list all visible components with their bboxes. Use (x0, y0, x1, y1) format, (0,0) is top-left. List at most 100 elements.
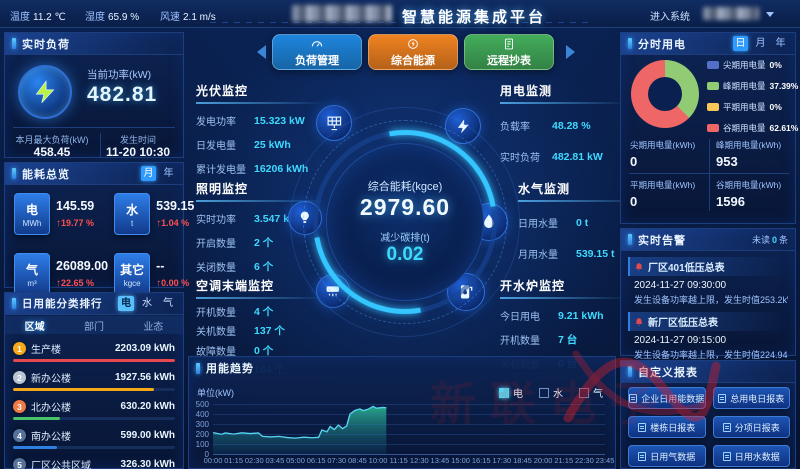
gridline (213, 434, 605, 435)
up-arrow-icon: ↑ (56, 278, 61, 289)
trend-unit-label: 单位(kW) (197, 388, 234, 398)
ranking-row: 5 厂区公共区域 326.30 kWh (13, 454, 175, 469)
company-logo-blurred (292, 5, 392, 22)
report-button[interactable]: 总用电日报表 (712, 387, 790, 409)
alarm-bell-icon (635, 317, 643, 326)
report-button[interactable]: 企业日用能数据 (628, 387, 706, 409)
comprehensive-energy-gauge: 综合能耗(kgce) 2979.60 减少碳排(t) 0.02 (326, 143, 484, 301)
username-blurred[interactable] (703, 7, 759, 20)
y-axis-tick: 300 (195, 420, 209, 429)
trend-chart[interactable] (213, 404, 605, 455)
rank-badge: 4 (13, 429, 26, 442)
x-axis-tick: 02:30 (244, 456, 264, 465)
realtime-load-title: 实时负荷 (22, 38, 70, 51)
load-management-button[interactable]: 负荷管理 (272, 34, 362, 70)
divider (13, 127, 175, 128)
topbar-decoration (210, 22, 590, 23)
panel-accent-icon (628, 234, 632, 245)
checkbox-icon (539, 387, 549, 398)
power-monitor: 用电监测 负载率 48.28 % 实时负荷 482.81 kW (500, 82, 612, 164)
ranking-row: 2 新办公楼 1927.56 kWh (13, 367, 175, 396)
y-axis-tick: 100 (195, 440, 209, 449)
report-button[interactable]: 分项日报表 (712, 416, 790, 438)
page-title: 智慧能源集成平台 (402, 9, 547, 26)
x-axis-tick: 11:15 (389, 456, 408, 465)
tou-legend: 尖期用电量 0% 峰期用电量 37.39% 平期用电量 0% 谷期用电量 62.61% (707, 59, 798, 143)
user-menu-chevron-icon[interactable] (766, 12, 774, 17)
toggle-month[interactable]: 月 (141, 166, 156, 181)
daily-energy-ranking-panel: 日用能分类排行 电 水 气 区域 部门 业态 1 生产楼 2203.09 kWh … (4, 292, 184, 469)
legend-water[interactable]: 水 (539, 385, 563, 400)
legend-swatch (707, 82, 719, 90)
remote-meter-reading-button[interactable]: 远程抄表 (464, 34, 554, 70)
tab-gas[interactable]: 气 (163, 298, 173, 309)
unread-counter: 未读 0 条 (751, 235, 788, 245)
electric-tile-icon: 电 MWh (14, 193, 50, 235)
x-axis-tick: 15:00 (451, 456, 470, 465)
toggle-day[interactable]: 日 (733, 36, 748, 51)
tab-water[interactable]: 水 (142, 298, 152, 309)
toggle-month[interactable]: 月 (755, 38, 766, 49)
tou-donut-chart (631, 60, 699, 128)
current-power-label: 当前功率(kW) (87, 69, 152, 81)
gridline (213, 424, 605, 425)
water-gas-monitor: 水气监测 日用水量 0 t 月用水量 539.15 t (518, 180, 618, 261)
comprehensive-energy-label: 综合能耗(kgce) (367, 181, 443, 193)
gridline (213, 414, 605, 415)
x-axis-tick: 21:15 (554, 456, 574, 465)
document-icon (718, 393, 727, 403)
toggle-year[interactable]: 年 (163, 168, 174, 179)
carbon-reduction-label: 减少碳排(t) (380, 233, 430, 244)
document-icon (638, 451, 647, 461)
wind-readout: 风速 2.1 m/s (160, 12, 216, 23)
lighting-monitor: 照明监控 实时功率 3.547 kW 开启数量 2 个 关闭数量 6 个 (196, 180, 316, 274)
gauge-outer-ring (290, 107, 520, 337)
checkbox-icon (579, 387, 589, 398)
y-axis-tick: 400 (195, 410, 209, 419)
occur-time-value: 11-20 10:30 (105, 145, 171, 159)
pv-monitor: 光伏监控 发电功率 15.323 kW 日发电量 25 kWh 累计发电量 16206… (196, 82, 328, 176)
energy-item-electric: 电 MWh 145.59 ↑19.77 % (14, 193, 108, 235)
up-arrow-icon: ↑ (156, 278, 162, 289)
alerts-title: 实时告警 (638, 234, 686, 247)
trend-panel: 用能趋势 单位(kW) 电 水 气 0 100 200 300 400 500 00:00 0… (188, 356, 616, 469)
tab-electric[interactable]: 电 (118, 296, 134, 311)
carousel-left-arrow[interactable] (257, 45, 266, 59)
enter-system-link[interactable]: 进入系统 (650, 12, 690, 23)
column-department[interactable]: 部门 (83, 321, 104, 333)
trend-title: 用能趋势 (206, 363, 254, 375)
carousel-right-arrow[interactable] (566, 45, 575, 59)
temperature-readout: 温度 11.2 ℃ (10, 12, 66, 23)
custom-reports-panel: 自定义报表 企业日用能数据 总用电日报表 楼栋日报表 分项日报表 日用气数据 日… (620, 360, 796, 469)
energy-circle-icon (408, 38, 418, 49)
x-axis-tick: 18:45 (513, 456, 532, 465)
energy-item-gas: 气 m³ 26089.00 ↑22.65 % (14, 253, 108, 295)
realtime-load-panel: 实时负荷 当前功率(kW) 482.81 本月最大负荷(kW) 发生时间 458… (4, 32, 184, 159)
column-business[interactable]: 业态 (143, 321, 164, 333)
report-button[interactable]: 日用水数据 (712, 445, 790, 467)
panel-accent-icon (196, 362, 200, 374)
alert-item[interactable]: 厂区401低压总表 2024-11-27 09:30:00 发生设备功率越上限，… (628, 257, 788, 306)
legend-electric[interactable]: 电 (499, 385, 523, 400)
toggle-year[interactable]: 年 (775, 38, 786, 49)
x-axis-tick: 10:00 (368, 456, 388, 465)
alert-item[interactable]: 新厂区低压总表 2024-11-27 09:15:00 发生设备功率越上限，发生… (628, 312, 788, 361)
report-button[interactable]: 日用气数据 (628, 445, 706, 467)
document-icon (722, 451, 731, 461)
ranking-row: 4 南办公楼 599.00 kWh (13, 425, 175, 454)
rank-progress-bar (13, 417, 175, 420)
month-max-label: 本月最大负荷(kW) (15, 135, 89, 145)
integrated-energy-button[interactable]: 综合能源 (368, 34, 458, 70)
panel-accent-icon (628, 366, 632, 377)
comprehensive-energy-value: 2979.60 (359, 194, 451, 220)
up-arrow-icon: ↑ (56, 218, 61, 229)
x-axis-line (213, 454, 605, 455)
other-tile-icon: 其它 kgce (114, 253, 151, 295)
column-area[interactable]: 区域 (24, 321, 45, 333)
divider (100, 133, 101, 157)
report-button[interactable]: 楼栋日报表 (628, 416, 706, 438)
legend-gas[interactable]: 气 (579, 385, 603, 400)
